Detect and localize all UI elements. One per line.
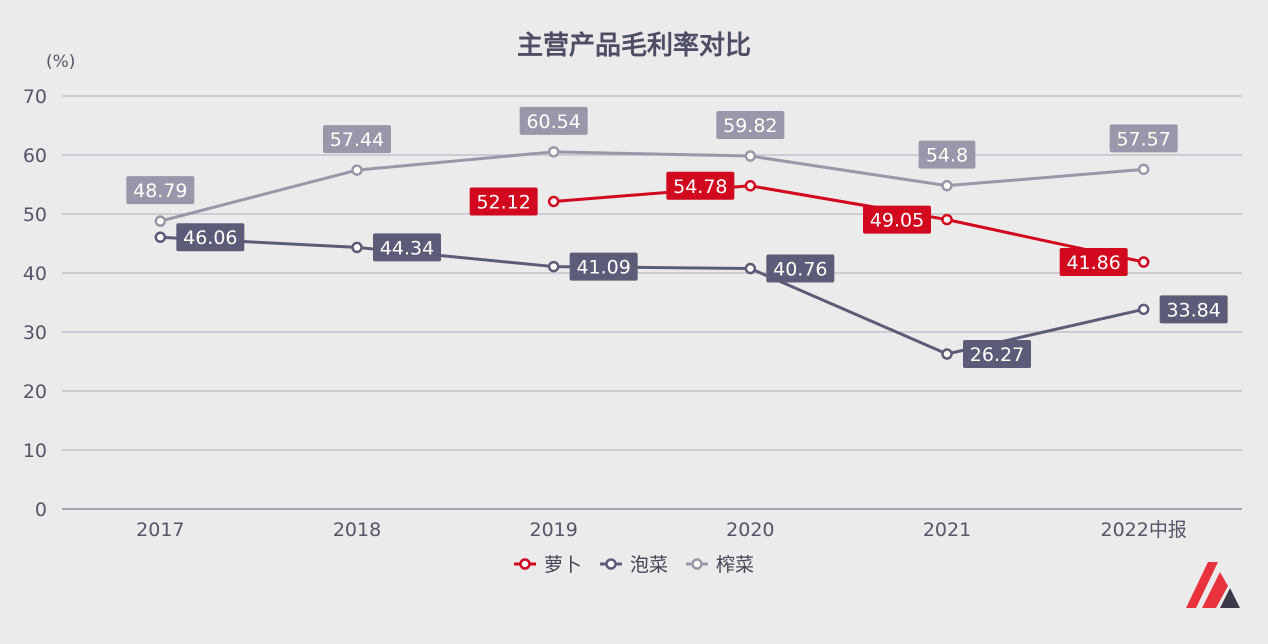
series-榨菜: 48.79 57.44 60.54 59.82 54.8 57.57 <box>126 106 1178 227</box>
legend-swatch-marker <box>605 558 617 570</box>
data-point[interactable] <box>744 150 757 162</box>
data-point[interactable] <box>547 195 560 208</box>
data-label: 44.34 <box>380 237 434 259</box>
y-tick-label: 20 <box>23 381 47 403</box>
y-tick-label: 30 <box>23 322 47 344</box>
data-label: 46.06 <box>183 227 237 249</box>
logo-stroke-dark <box>1220 588 1240 608</box>
y-axis-unit-label: (%) <box>46 52 75 72</box>
legend-swatch-marker <box>691 558 703 570</box>
legend-label: 萝卜 <box>544 554 582 576</box>
data-label-box <box>963 340 1031 369</box>
data-label: 57.57 <box>1116 128 1170 150</box>
data-point[interactable] <box>351 164 363 176</box>
data-point[interactable] <box>154 215 167 227</box>
y-tick-label: 0 <box>35 499 47 521</box>
data-label: 57.44 <box>330 129 384 151</box>
series-line <box>159 150 1144 223</box>
data-label: 49.05 <box>870 210 924 232</box>
y-tick-label: 40 <box>23 263 47 285</box>
data-label-box <box>519 106 588 135</box>
logo-stroke-red-2 <box>1202 572 1228 608</box>
legend-swatch-marker <box>519 558 531 570</box>
logo-stroke-red <box>1186 562 1218 608</box>
data-label-box <box>918 140 976 169</box>
y-tick-label: 70 <box>23 86 47 108</box>
data-label: 41.86 <box>1066 252 1120 274</box>
data-label-box <box>863 205 931 234</box>
data-point[interactable] <box>744 262 757 275</box>
data-label-box <box>176 223 245 252</box>
legend-label: 泡菜 <box>630 554 668 576</box>
data-point[interactable] <box>547 260 560 273</box>
data-label: 41.09 <box>576 257 630 279</box>
data-label-box <box>373 233 441 262</box>
y-tick-label: 50 <box>23 204 47 226</box>
data-point[interactable] <box>1137 256 1150 268</box>
data-label-box <box>1159 295 1228 324</box>
series-line <box>160 235 1144 356</box>
data-label-box <box>1059 248 1128 277</box>
data-label: 48.79 <box>133 180 187 202</box>
data-point[interactable] <box>1137 163 1150 176</box>
series-line <box>553 184 1144 264</box>
data-point[interactable] <box>941 213 953 226</box>
data-point[interactable] <box>547 146 560 158</box>
x-tick-label: 2019 <box>529 519 577 541</box>
series-萝卜: 52.12 54.78 49.05 41.86 <box>469 171 1150 277</box>
x-tick-label: 2018 <box>333 519 381 541</box>
data-label-box <box>666 171 735 200</box>
data-label: 54.78 <box>673 176 727 198</box>
x-tick-label: 2021 <box>923 519 971 541</box>
legend-item-萝卜[interactable]: 萝卜 <box>514 554 582 576</box>
y-tick-label: 60 <box>23 145 47 167</box>
data-label-box <box>716 111 785 140</box>
data-label: 52.12 <box>476 191 530 213</box>
legend-label: 榨菜 <box>716 554 754 576</box>
x-tick-labels: 2017 2018 2019 2020 2021 2022中报 <box>136 519 1187 541</box>
series-泡菜: 46.06 44.34 41.09 40.76 26.27 33.84 <box>154 223 1228 369</box>
chart-title: 主营产品毛利率对比 <box>517 30 751 61</box>
legend-item-榨菜[interactable]: 榨菜 <box>686 554 754 576</box>
x-tick-label: 2020 <box>726 519 774 541</box>
legend: 萝卜 泡菜 榨菜 <box>514 554 754 576</box>
data-label: 54.8 <box>926 145 968 167</box>
data-point[interactable] <box>351 241 363 254</box>
x-tick-label: 2017 <box>136 519 184 541</box>
data-label: 33.84 <box>1166 299 1220 321</box>
y-tick-label: 10 <box>23 440 47 462</box>
x-tick-label: 2022中报 <box>1100 519 1186 541</box>
data-point[interactable] <box>941 179 953 192</box>
y-tick-labels: 0 10 20 30 40 50 60 70 <box>23 86 47 521</box>
data-label-box <box>323 125 391 154</box>
brand-logo <box>1186 562 1240 608</box>
legend-item-泡菜[interactable]: 泡菜 <box>600 554 668 576</box>
data-label: 40.76 <box>773 259 827 281</box>
data-point[interactable] <box>1137 303 1150 316</box>
data-label-box <box>469 187 538 216</box>
data-label: 26.27 <box>970 344 1024 366</box>
data-label: 59.82 <box>723 115 777 137</box>
data-point[interactable] <box>154 231 167 243</box>
data-label-box <box>569 252 638 281</box>
data-label-box <box>126 176 195 205</box>
data-label: 60.54 <box>526 111 580 133</box>
data-point[interactable] <box>941 348 953 360</box>
data-label-box <box>766 254 835 283</box>
data-label-box <box>1109 124 1178 153</box>
grid-layer <box>62 95 1242 510</box>
data-point[interactable] <box>744 180 757 192</box>
